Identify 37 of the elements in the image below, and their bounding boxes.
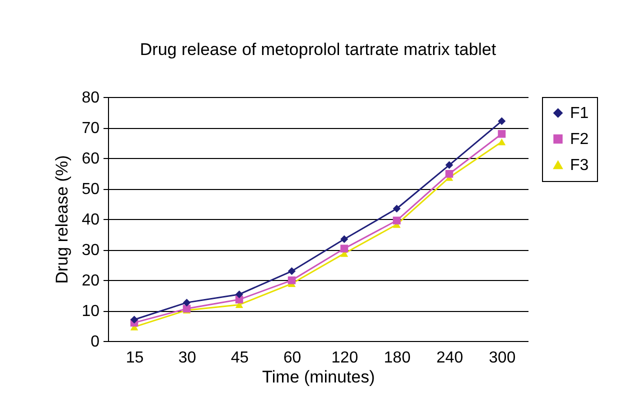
point: [340, 235, 348, 244]
point: [498, 117, 506, 125]
point: [498, 130, 506, 138]
y-tick-label: 30: [82, 242, 100, 259]
y-tick-label: 0: [90, 334, 100, 350]
y-tick-label: 50: [82, 181, 100, 198]
legend-label: F1: [570, 105, 589, 122]
x-tick-label: 30: [178, 350, 196, 366]
x-tick-label: 120: [331, 350, 358, 366]
point: [340, 244, 348, 252]
x-tick-label: 240: [436, 350, 464, 366]
x-axis-title: Time (minutes): [262, 368, 375, 386]
y-tick-label: 80: [82, 90, 100, 106]
x-tick-label: 300: [488, 350, 516, 366]
point: [182, 298, 191, 306]
legend-label: F2: [570, 131, 589, 148]
point: [445, 161, 454, 169]
point: [392, 216, 401, 224]
legend-label: F3: [570, 157, 589, 174]
point: [288, 267, 296, 276]
y-tick-label: 60: [82, 150, 100, 168]
point: [498, 138, 506, 146]
y-tick-label: 40: [82, 212, 100, 228]
point: [392, 204, 401, 213]
y-tick-label: 10: [82, 303, 100, 320]
x-tick-label: 60: [283, 350, 302, 366]
point: [288, 276, 296, 284]
point: [130, 316, 138, 324]
x-tick-label: 45: [230, 350, 249, 366]
y-tick-label: 20: [82, 272, 100, 290]
point: [235, 290, 244, 298]
chart-title: Drug release of metoprolol tartrate matrix tablet: [140, 40, 496, 59]
x-tick-label: 180: [384, 350, 411, 366]
point: [445, 170, 454, 178]
y-axis-title: Drug release (%): [52, 155, 72, 284]
y-tick-label: 70: [82, 120, 100, 137]
x-tick-label: 15: [126, 350, 144, 366]
